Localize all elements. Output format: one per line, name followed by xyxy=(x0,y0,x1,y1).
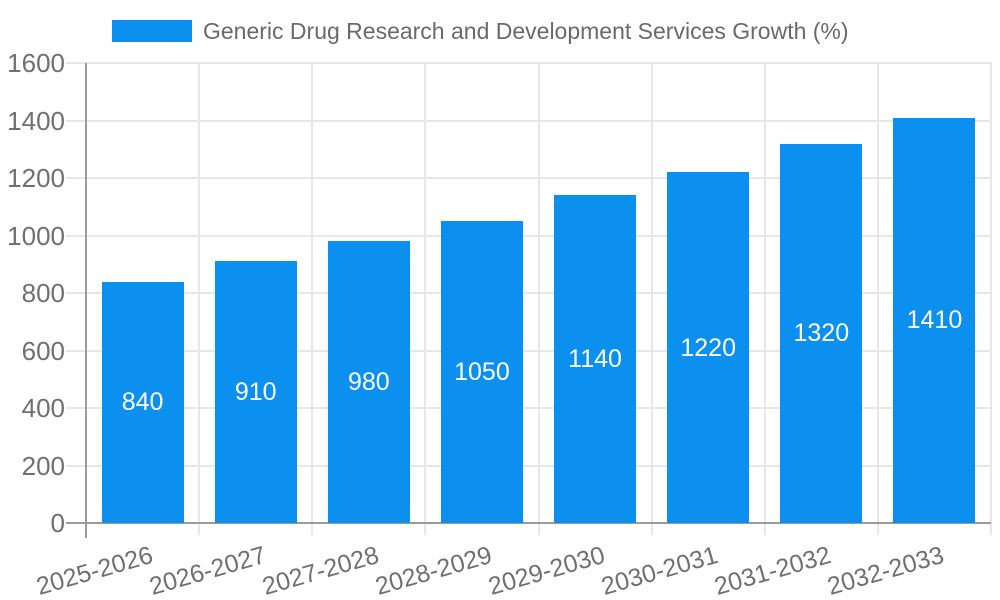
x-axis-line xyxy=(66,522,991,524)
x-axis-tick xyxy=(650,523,653,535)
y-axis-label: 800 xyxy=(21,278,65,308)
grid-line-vertical xyxy=(424,63,427,523)
y-axis-tick xyxy=(66,62,86,64)
y-axis-tick xyxy=(66,349,86,352)
x-axis-tick xyxy=(876,523,879,535)
x-axis-tick xyxy=(763,523,766,535)
bar-value-label: 1140 xyxy=(568,345,622,374)
y-axis-label: 1200 xyxy=(7,163,65,193)
legend-swatch-icon xyxy=(112,20,192,42)
y-axis-tick xyxy=(66,407,86,409)
x-axis-tick xyxy=(990,523,992,535)
x-axis-tick xyxy=(311,523,314,535)
y-axis-label: 1000 xyxy=(7,220,65,251)
y-axis-label: 600 xyxy=(21,335,65,366)
bar-value-label: 1410 xyxy=(906,306,963,335)
y-axis-tick xyxy=(66,177,86,179)
y-axis-tick xyxy=(66,292,86,294)
y-axis-tick xyxy=(66,464,86,467)
grid-line-vertical xyxy=(198,63,201,523)
y-axis-line xyxy=(85,63,87,538)
grid-line-vertical xyxy=(990,63,992,523)
bar xyxy=(780,143,863,523)
bar xyxy=(893,117,976,523)
bar xyxy=(327,241,410,523)
grid-line-vertical xyxy=(876,63,879,523)
bar-value-label: 840 xyxy=(121,388,164,417)
y-axis-tick xyxy=(66,119,86,122)
grid-line-vertical xyxy=(537,63,540,523)
grid-line-vertical xyxy=(311,63,314,523)
bar-value-label: 1050 xyxy=(454,358,510,387)
bar xyxy=(554,195,637,523)
x-axis-tick xyxy=(424,523,427,535)
bar xyxy=(440,221,523,523)
x-axis-tick xyxy=(537,523,540,535)
bar xyxy=(667,172,750,523)
y-axis-label: 1400 xyxy=(7,105,65,136)
y-axis-tick xyxy=(66,234,86,237)
grid-line-vertical xyxy=(763,63,766,523)
y-axis-label: 0 xyxy=(50,508,65,538)
legend-label: Generic Drug Research and Development Se… xyxy=(203,18,849,44)
bar xyxy=(101,281,184,523)
grid-line-vertical xyxy=(650,63,653,523)
y-axis-label: 400 xyxy=(21,393,65,423)
bar-value-label: 1220 xyxy=(680,333,736,362)
y-axis-label: 200 xyxy=(21,450,65,481)
bar-value-label: 1320 xyxy=(793,319,850,348)
x-axis-tick xyxy=(198,523,201,535)
bar-value-label: 980 xyxy=(347,368,390,397)
y-axis-label: 1600 xyxy=(7,48,65,78)
legend-item[interactable]: Generic Drug Research and Development Se… xyxy=(112,16,849,46)
bar-value-label: 910 xyxy=(234,378,277,407)
bar xyxy=(214,261,297,523)
